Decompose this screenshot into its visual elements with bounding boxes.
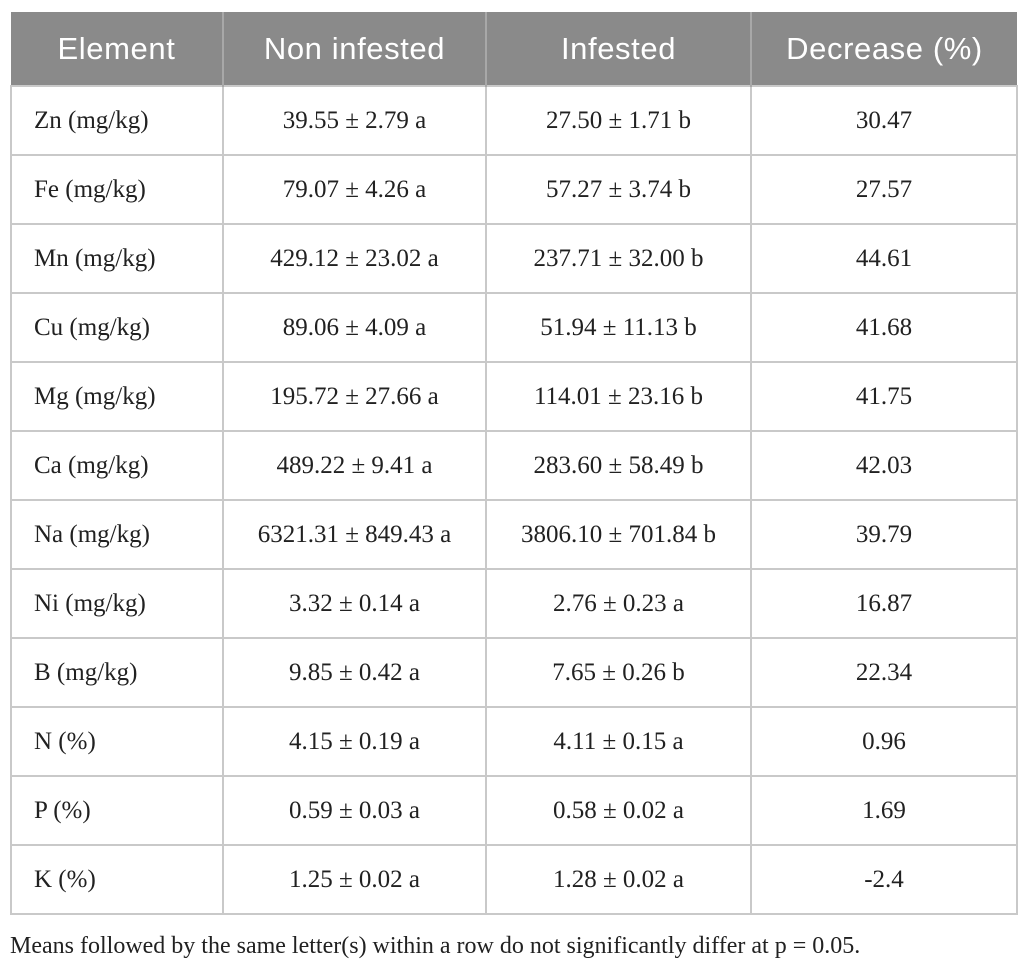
table-row: P (%) 0.59 ± 0.03 a 0.58 ± 0.02 a 1.69 [10,775,1018,846]
value-cell: 39.55 ± 2.79 a [222,85,487,156]
value-cell: 4.11 ± 0.15 a [485,706,752,777]
value-cell: 89.06 ± 4.09 a [222,292,487,363]
column-header-decrease: Decrease (%) [751,12,1017,86]
value-cell: 283.60 ± 58.49 b [485,430,752,501]
header-row: Element Non infested Infested Decrease (%) [11,12,1017,86]
value-cell: 57.27 ± 3.74 b [485,154,752,225]
value-cell: 41.75 [750,361,1018,432]
value-cell: 39.79 [750,499,1018,570]
value-cell: 0.58 ± 0.02 a [485,775,752,846]
value-cell: 51.94 ± 11.13 b [485,292,752,363]
value-cell: 114.01 ± 23.16 b [485,361,752,432]
value-cell: 79.07 ± 4.26 a [222,154,487,225]
table-row: B (mg/kg) 9.85 ± 0.42 a 7.65 ± 0.26 b 22.34 [10,637,1018,708]
value-cell: 1.25 ± 0.02 a [222,844,487,915]
table-header: Element Non infested Infested Decrease (%) [11,12,1017,86]
element-name-cell: Ni (mg/kg) [10,568,224,639]
value-cell: 9.85 ± 0.42 a [222,637,487,708]
element-name-cell: Ca (mg/kg) [10,430,224,501]
value-cell: 22.34 [750,637,1018,708]
column-header-infested: Infested [486,12,752,86]
value-cell: 1.69 [750,775,1018,846]
value-cell: 27.50 ± 1.71 b [485,85,752,156]
table-row: Na (mg/kg) 6321.31 ± 849.43 a 3806.10 ± 70… [10,499,1018,570]
table-row: Ni (mg/kg) 3.32 ± 0.14 a 2.76 ± 0.23 a 16.8… [10,568,1018,639]
value-cell: 16.87 [750,568,1018,639]
element-name-cell: N (%) [10,706,224,777]
element-name-cell: Fe (mg/kg) [10,154,224,225]
value-cell: 1.28 ± 0.02 a [485,844,752,915]
table-footnote: Means followed by the same letter(s) wit… [10,933,861,959]
element-name-cell: Mg (mg/kg) [10,361,224,432]
value-cell: 0.96 [750,706,1018,777]
value-cell: 429.12 ± 23.02 a [222,223,487,294]
value-cell: -2.4 [750,844,1018,915]
table-row: Ca (mg/kg) 489.22 ± 9.41 a 283.60 ± 58.49 … [10,430,1018,501]
element-name-cell: B (mg/kg) [10,637,224,708]
element-name-cell: Cu (mg/kg) [10,292,224,363]
value-cell: 237.71 ± 32.00 b [485,223,752,294]
column-header-element: Element [11,12,224,86]
table-row: Zn (mg/kg) 39.55 ± 2.79 a 27.50 ± 1.71 b 30… [10,85,1018,156]
value-cell: 3.32 ± 0.14 a [222,568,487,639]
value-cell: 489.22 ± 9.41 a [222,430,487,501]
value-cell: 6321.31 ± 849.43 a [222,499,487,570]
element-concentration-table: Element Non infested Infested Decrease (%) … [10,12,1018,915]
element-name-cell: Zn (mg/kg) [10,85,224,156]
value-cell: 30.47 [750,85,1018,156]
table-row: Mn (mg/kg) 429.12 ± 23.02 a 237.71 ± 32.00… [10,223,1018,294]
value-cell: 27.57 [750,154,1018,225]
table-row: Mg (mg/kg) 195.72 ± 27.66 a 114.01 ± 23.16… [10,361,1018,432]
element-name-cell: P (%) [10,775,224,846]
value-cell: 41.68 [750,292,1018,363]
value-cell: 7.65 ± 0.26 b [485,637,752,708]
table-row: K (%) 1.25 ± 0.02 a 1.28 ± 0.02 a -2.4 [10,844,1018,915]
value-cell: 195.72 ± 27.66 a [222,361,487,432]
column-header-non-infested: Non infested [223,12,487,86]
table-row: Fe (mg/kg) 79.07 ± 4.26 a 57.27 ± 3.74 b 27… [10,154,1018,225]
value-cell: 44.61 [750,223,1018,294]
table-body: Zn (mg/kg) 39.55 ± 2.79 a 27.50 ± 1.71 b 30… [10,85,1018,915]
element-name-cell: K (%) [10,844,224,915]
value-cell: 0.59 ± 0.03 a [222,775,487,846]
value-cell: 3806.10 ± 701.84 b [485,499,752,570]
value-cell: 4.15 ± 0.19 a [222,706,487,777]
element-name-cell: Na (mg/kg) [10,499,224,570]
value-cell: 42.03 [750,430,1018,501]
table-row: N (%) 4.15 ± 0.19 a 4.11 ± 0.15 a 0.96 [10,706,1018,777]
element-name-cell: Mn (mg/kg) [10,223,224,294]
value-cell: 2.76 ± 0.23 a [485,568,752,639]
